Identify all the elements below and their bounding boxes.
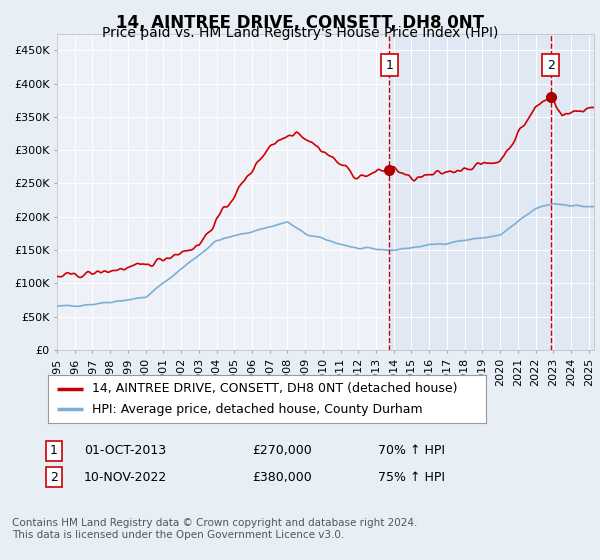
Text: 70% ↑ HPI: 70% ↑ HPI xyxy=(378,444,445,458)
Line: HPI: Average price, detached house, County Durham: HPI: Average price, detached house, Coun… xyxy=(57,204,598,306)
14, AINTREE DRIVE, CONSETT, DH8 0NT (detached house) xyxy=(166,255,173,262)
Text: 75% ↑ HPI: 75% ↑ HPI xyxy=(378,470,445,484)
Text: Price paid vs. HM Land Registry's House Price Index (HPI): Price paid vs. HM Land Registry's House … xyxy=(102,26,498,40)
Text: 10-NOV-2022: 10-NOV-2022 xyxy=(84,470,167,484)
HPI: Average price, detached house, County Durham: (2e+03, 1.07e+05): Average price, detached house, County Du… xyxy=(166,275,173,282)
14, AINTREE DRIVE, CONSETT, DH8 0NT (detached house) xyxy=(146,262,154,269)
Text: 1: 1 xyxy=(385,59,393,72)
Text: £270,000: £270,000 xyxy=(252,444,312,458)
14, AINTREE DRIVE, CONSETT, DH8 0NT (detached house) xyxy=(347,167,354,174)
14, AINTREE DRIVE, CONSETT, DH8 0NT (detached house) xyxy=(425,171,433,178)
14, AINTREE DRIVE, CONSETT, DH8 0NT (detached house) xyxy=(594,104,600,110)
14, AINTREE DRIVE, CONSETT, DH8 0NT (detached house) xyxy=(53,273,61,280)
HPI: Average price, detached house, County Durham: (2.03e+03, 2.14e+05): Average price, detached house, County Du… xyxy=(594,204,600,211)
HPI: Average price, detached house, County Durham: (2e+03, 6.55e+04): Average price, detached house, County Du… xyxy=(73,303,80,310)
14, AINTREE DRIVE, CONSETT, DH8 0NT (detached house) xyxy=(455,167,462,174)
Text: £380,000: £380,000 xyxy=(252,470,312,484)
HPI: Average price, detached house, County Durham: (2.01e+03, 1.55e+05): Average price, detached house, County Du… xyxy=(347,244,354,250)
Line: 14, AINTREE DRIVE, CONSETT, DH8 0NT (detached house): 14, AINTREE DRIVE, CONSETT, DH8 0NT (det… xyxy=(57,96,598,277)
14, AINTREE DRIVE, CONSETT, DH8 0NT (detached house) xyxy=(77,274,84,281)
14, AINTREE DRIVE, CONSETT, DH8 0NT (detached house) xyxy=(548,92,555,99)
HPI: Average price, detached house, County Durham: (2.02e+03, 2.2e+05): Average price, detached house, County Du… xyxy=(550,200,557,207)
HPI: Average price, detached house, County Durham: (2.02e+03, 1.64e+05): Average price, detached house, County Du… xyxy=(455,237,462,244)
HPI: Average price, detached house, County Durham: (2e+03, 6.58e+04): Average price, detached house, County Du… xyxy=(53,303,61,310)
HPI: Average price, detached house, County Durham: (2.02e+03, 1.58e+05): Average price, detached house, County Du… xyxy=(425,241,433,248)
Text: 14, AINTREE DRIVE, CONSETT, DH8 0NT: 14, AINTREE DRIVE, CONSETT, DH8 0NT xyxy=(116,14,484,32)
Text: 1: 1 xyxy=(50,444,58,458)
Text: 2: 2 xyxy=(50,470,58,484)
Text: Contains HM Land Registry data © Crown copyright and database right 2024.
This d: Contains HM Land Registry data © Crown c… xyxy=(12,518,418,540)
Text: 01-OCT-2013: 01-OCT-2013 xyxy=(84,444,166,458)
14, AINTREE DRIVE, CONSETT, DH8 0NT (detached house) xyxy=(108,268,115,274)
Bar xyxy=(389,34,594,350)
HPI: Average price, detached house, County Durham: (2e+03, 8.44e+04): Average price, detached house, County Du… xyxy=(146,291,154,297)
Text: 2: 2 xyxy=(547,59,554,72)
HPI: Average price, detached house, County Durham: (2e+03, 7.14e+04): Average price, detached house, County Du… xyxy=(108,299,115,306)
Text: HPI: Average price, detached house, County Durham: HPI: Average price, detached house, Coun… xyxy=(92,403,422,416)
Text: 14, AINTREE DRIVE, CONSETT, DH8 0NT (detached house): 14, AINTREE DRIVE, CONSETT, DH8 0NT (det… xyxy=(92,382,457,395)
